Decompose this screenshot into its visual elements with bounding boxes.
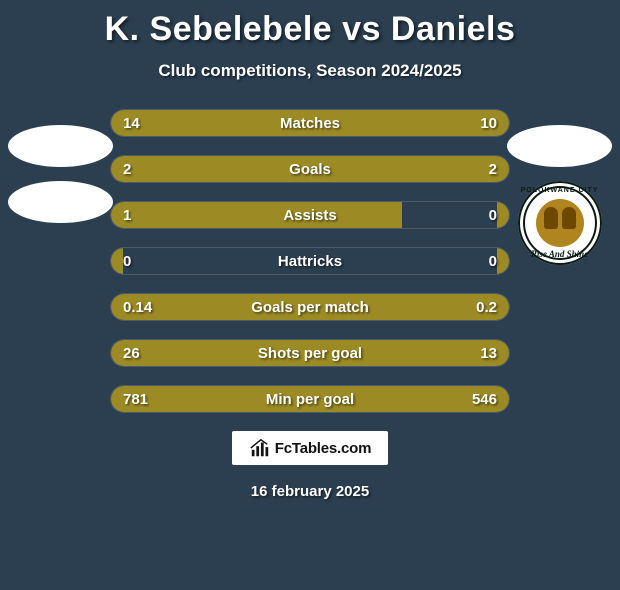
bar-value-left: 26	[123, 340, 140, 367]
bar-label: Assists	[111, 202, 509, 229]
bar-label: Shots per goal	[111, 340, 509, 367]
bar-label: Goals per match	[111, 294, 509, 321]
bar-label: Hattricks	[111, 248, 509, 275]
bar-value-right: 0	[489, 248, 497, 275]
page-title: K. Sebelebele vs Daniels	[0, 10, 620, 49]
brand-text: FcTables.com	[275, 440, 372, 457]
bar-row: Min per goal781 546	[110, 385, 510, 413]
bar-value-left: 0	[123, 248, 131, 275]
brand-chart-icon	[249, 437, 271, 459]
bar-value-right: 0	[489, 202, 497, 229]
bar-value-left: 781	[123, 386, 148, 413]
bar-row: Matches14 10	[110, 109, 510, 137]
bar-row: Goals per match0.14 0.2	[110, 293, 510, 321]
bar-row: Hattricks0 0	[110, 247, 510, 275]
bar-value-right: 13	[480, 340, 497, 367]
crest-left-placeholder	[8, 181, 113, 223]
footer-date: 16 february 2025	[0, 483, 620, 500]
bar-value-right: 2	[489, 156, 497, 183]
player-right-column: POLOKWANE CITY Rise And Shine	[507, 125, 612, 265]
crest-right-top-text: POLOKWANE CITY	[521, 187, 599, 194]
bar-row: Assists1 0	[110, 201, 510, 229]
page-subtitle: Club competitions, Season 2024/2025	[0, 61, 620, 81]
bar-label: Matches	[111, 110, 509, 137]
comparison-bars: Matches1410Goals22Assists10Hattricks00Go…	[110, 109, 510, 413]
bar-row: Shots per goal26 13	[110, 339, 510, 367]
bar-row: Goals2 2	[110, 155, 510, 183]
bar-value-left: 1	[123, 202, 131, 229]
player-right-silhouette	[507, 125, 612, 167]
player-left-silhouette	[8, 125, 113, 167]
bar-label: Goals	[111, 156, 509, 183]
bar-value-left: 2	[123, 156, 131, 183]
player-left-column	[8, 125, 113, 237]
crest-right-bottom-text: Rise And Shine	[531, 249, 588, 259]
bar-value-right: 10	[480, 110, 497, 137]
bar-value-right: 0.2	[476, 294, 497, 321]
bar-label: Min per goal	[111, 386, 509, 413]
bar-value-left: 0.14	[123, 294, 152, 321]
bar-value-right: 546	[472, 386, 497, 413]
bar-value-left: 14	[123, 110, 140, 137]
crest-right-core	[536, 199, 584, 247]
brand-badge[interactable]: FcTables.com	[232, 431, 388, 465]
crest-right: POLOKWANE CITY Rise And Shine	[518, 181, 602, 265]
